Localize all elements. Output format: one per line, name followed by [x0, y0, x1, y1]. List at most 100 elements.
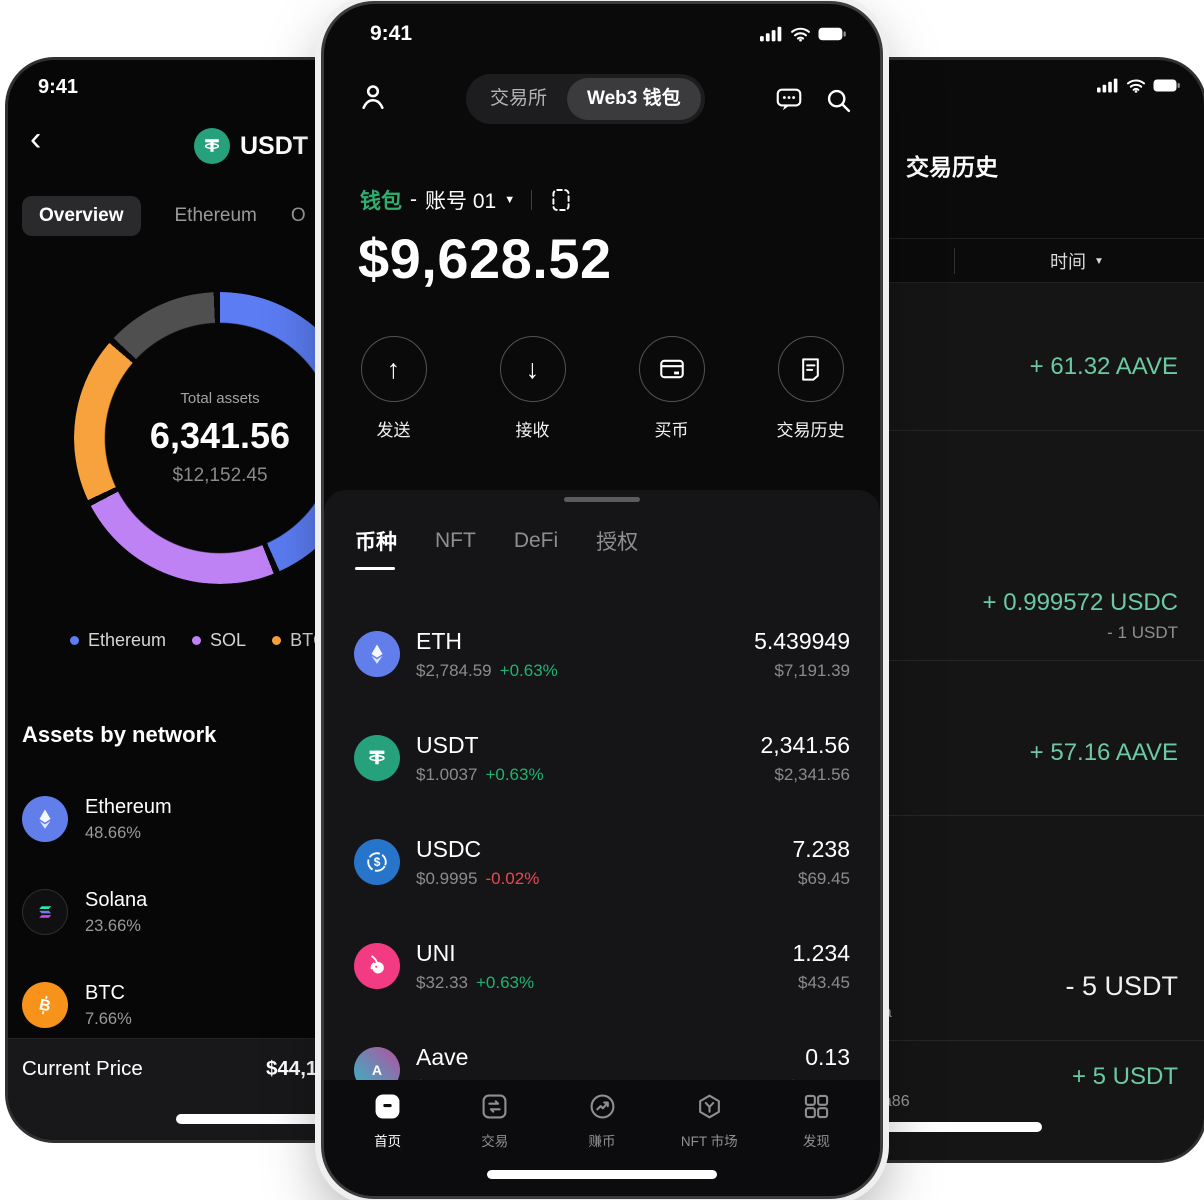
discover-icon	[763, 1090, 870, 1122]
coin-holdings: 1.234 $43.45	[792, 940, 850, 993]
back-button[interactable]: ‹	[30, 120, 42, 158]
tab-overview[interactable]: Overview	[22, 196, 141, 236]
buy-circle	[638, 336, 705, 402]
network-row-solana[interactable]: Solana 23.66%	[22, 880, 322, 944]
coin-symbol: Aave	[416, 1043, 469, 1070]
network-info: Ethereum 48.66%	[85, 796, 172, 843]
legend-btc: BTC	[272, 630, 326, 651]
tab-exchange[interactable]: 交易所	[490, 88, 548, 109]
coin-row-eth[interactable]: ETH $2,784.59 +0.63% 5.439949 $7,191.39	[324, 602, 880, 706]
nav-nft-market[interactable]: NFT 市场	[656, 1090, 763, 1196]
nav-label: 首页	[374, 1134, 402, 1149]
coin-amount: 1.234	[792, 939, 850, 966]
search-icon	[827, 89, 851, 113]
time-filter-dropdown[interactable]: 时间 ▼	[1050, 248, 1104, 274]
receive-button[interactable]: ↓ 接收	[463, 336, 602, 441]
buy-crypto-button[interactable]: 买币	[602, 336, 741, 441]
coin-price: $2,784.59	[416, 660, 492, 680]
legend-label: SOL	[210, 630, 247, 650]
send-button[interactable]: ↑ 发送	[324, 336, 463, 441]
transaction-row[interactable]: + 61.32 AAVE )	[620, 283, 1204, 431]
coin-fiat: $43.45	[798, 972, 850, 992]
coin-amount: 0.13	[805, 1043, 850, 1070]
coin-holdings: 7.238 $69.45	[792, 836, 850, 889]
receive-circle: ↓	[499, 336, 566, 402]
support-chat-button[interactable]	[774, 84, 804, 114]
network-info: Solana 23.66%	[85, 889, 147, 936]
battery-icon	[818, 27, 846, 41]
search-button[interactable]	[824, 86, 853, 115]
network-share: 48.66%	[85, 823, 141, 842]
tab-ethereum[interactable]: Ethereum	[174, 205, 257, 226]
account-selector[interactable]: 账号 01 ▼	[425, 185, 515, 215]
asset-tabs: Overview Ethereum O	[22, 196, 306, 236]
legend-sol: SOL	[192, 630, 246, 651]
drag-handle[interactable]	[564, 497, 640, 502]
tx-amount: + 57.16 AAVE	[1029, 739, 1178, 766]
home-indicator[interactable]	[487, 1170, 717, 1179]
svg-text:B: B	[37, 996, 52, 1015]
coin-info: ETH $2,784.59 +0.63%	[416, 628, 558, 681]
home-indicator[interactable]	[800, 1122, 1042, 1132]
coin-price-line: $2,784.59 +0.63%	[416, 661, 558, 681]
legend-label: BTC	[290, 630, 327, 650]
network-row-btc[interactable]: B BTC 7.66%	[22, 973, 322, 1037]
coin-symbol: UNI	[416, 939, 456, 966]
svg-text:$: $	[374, 855, 381, 869]
history-button[interactable]: 交易历史	[741, 336, 880, 441]
scan-button[interactable]	[548, 187, 574, 213]
legend-dot-blue	[70, 636, 79, 645]
nav-trade[interactable]: 交易	[441, 1090, 548, 1196]
network-name: BTC	[85, 981, 125, 1004]
coin-fiat: $69.45	[798, 868, 850, 888]
coin-amount: 5.439949	[754, 627, 850, 654]
status-icons	[1097, 78, 1180, 93]
send-circle: ↑	[360, 336, 427, 402]
arrow-up-icon: ↑	[386, 353, 401, 384]
current-price-label: Current Price	[22, 1057, 143, 1080]
network-row-ethereum[interactable]: Ethereum 48.66%	[22, 787, 322, 851]
svg-text:A: A	[372, 1062, 382, 1078]
coin-symbol: USDT	[416, 731, 479, 758]
nav-discover[interactable]: 发现	[763, 1090, 870, 1196]
history-circle	[777, 336, 844, 402]
coin-price-line: $0.9995 -0.02%	[416, 869, 539, 889]
coin-row-uni[interactable]: UNI $32.33 +0.63% 1.234 $43.45	[324, 914, 880, 1018]
nav-home[interactable]: 首页	[334, 1090, 441, 1196]
uni-icon	[354, 943, 400, 989]
tab-web3-wallet[interactable]: Web3 钱包	[567, 78, 701, 120]
network-info: BTC 7.66%	[85, 982, 132, 1029]
transaction-row[interactable]: + 57.16 AAVE	[620, 661, 1204, 816]
coin-price: $32.33	[416, 972, 468, 992]
page-title: 交易历史	[906, 154, 998, 180]
nav-label: NFT 市场	[680, 1134, 738, 1149]
tether-glyph	[204, 139, 220, 152]
total-assets-value: 6,341.56	[149, 414, 291, 456]
coin-symbol: USDC	[416, 835, 482, 862]
assets-by-network-heading: Assets by network	[22, 722, 217, 747]
tab-coins[interactable]: 币种	[355, 526, 397, 570]
coin-fiat: $7,191.39	[774, 660, 850, 680]
transaction-row[interactable]: - - 5 USDT 0a	[620, 816, 1204, 1041]
network-name: Solana	[85, 888, 148, 911]
wallet-separator: -	[410, 188, 417, 211]
tab-approvals[interactable]: 授权	[596, 531, 639, 554]
home-indicator[interactable]	[176, 1114, 398, 1124]
total-balance: $9,628.52	[358, 227, 612, 290]
nav-earn[interactable]: 赚币	[548, 1090, 655, 1196]
profile-button[interactable]	[356, 80, 394, 118]
coin-holdings: 5.439949 $7,191.39	[754, 628, 850, 681]
unicorn-glyph	[370, 955, 384, 974]
grid-glyph	[804, 1094, 829, 1118]
tab-defi[interactable]: DeFi	[513, 529, 559, 552]
signal-icon	[1097, 78, 1118, 93]
tab-nft[interactable]: NFT	[435, 529, 476, 552]
coin-row-usdc[interactable]: $ USDC $0.9995 -0.02% 7.238 $69.45	[324, 810, 880, 914]
bitcoin-glyph: B	[37, 995, 52, 1015]
tx-amount: + 5 USDT	[1071, 1063, 1178, 1090]
coin-row-usdt[interactable]: USDT $1.0037 +0.63% 2,341.56 $2,341.56	[324, 706, 880, 810]
tab-truncated[interactable]: O	[290, 205, 306, 226]
wifi-icon	[1127, 79, 1145, 93]
transaction-row[interactable]: + 5 USDT ba86	[620, 1041, 1204, 1160]
trade-icon	[441, 1090, 548, 1122]
